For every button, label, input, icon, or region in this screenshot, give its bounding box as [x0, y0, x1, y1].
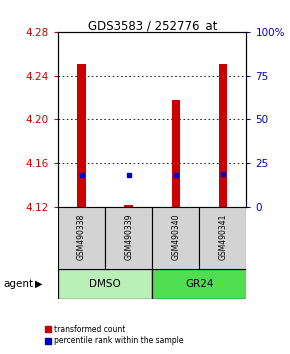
Text: ▶: ▶	[35, 279, 43, 289]
Bar	[172, 100, 180, 207]
Text: GSM490341: GSM490341	[218, 213, 227, 260]
Text: GSM490340: GSM490340	[171, 213, 180, 260]
Legend: transformed count, percentile rank within the sample: transformed count, percentile rank withi…	[41, 322, 186, 348]
Bar	[152, 269, 246, 299]
Bar	[199, 207, 246, 269]
Bar	[58, 269, 152, 299]
Text: GR24: GR24	[185, 279, 214, 289]
Bar	[58, 207, 105, 269]
Bar	[124, 205, 133, 207]
Text: GSM490338: GSM490338	[77, 213, 86, 260]
Bar	[152, 207, 200, 269]
Bar	[219, 64, 227, 207]
Text: agent: agent	[3, 279, 33, 289]
Bar	[77, 64, 86, 207]
Text: DMSO: DMSO	[89, 279, 121, 289]
Bar	[105, 207, 152, 269]
Text: GSM490339: GSM490339	[124, 213, 133, 260]
Text: GDS3583 / 252776_at: GDS3583 / 252776_at	[88, 19, 217, 33]
